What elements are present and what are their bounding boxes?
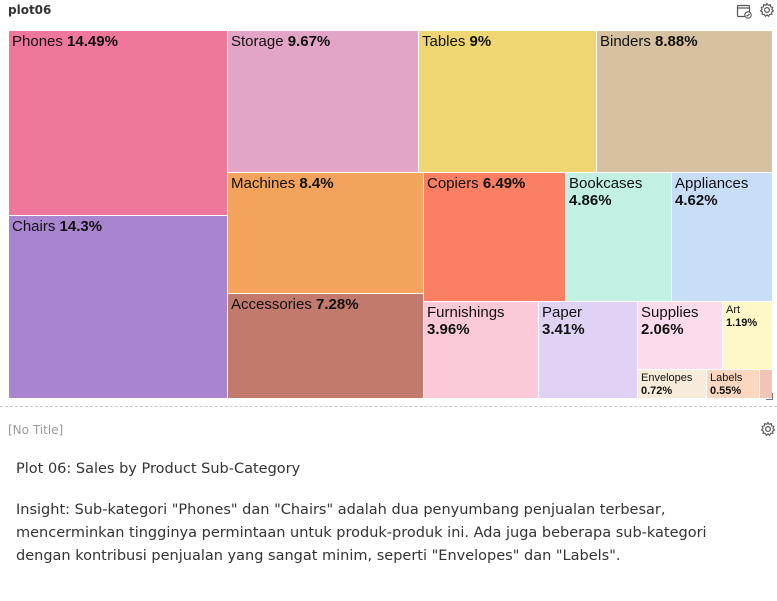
tile-value: 8.88% — [655, 33, 698, 50]
treemap-tile-art[interactable]: Art 1.19% — [723, 302, 773, 370]
treemap-tile-chairs[interactable]: Chairs 14.3% — [9, 216, 228, 399]
tile-value: 0.72% — [641, 385, 673, 397]
treemap-tile-tables[interactable]: Tables 9% — [419, 31, 597, 173]
tile-label: Tables — [422, 33, 466, 50]
text-panel: Plot 06: Sales by Product Sub-Category I… — [16, 458, 756, 586]
tile-label: Furnishings — [427, 304, 505, 321]
tile-value: 9.67% — [287, 33, 331, 50]
panel-title: plot06 — [8, 3, 52, 17]
tile-label: Paper — [542, 304, 583, 321]
tile-value: 3.41% — [542, 321, 585, 338]
tile-label: Appliances — [675, 175, 749, 192]
treemap-tile-envelopes[interactable]: Envelopes 0.72% — [638, 370, 707, 399]
tile-value: 14.49% — [67, 33, 118, 50]
text-panel-gear-icon[interactable] — [760, 421, 776, 437]
tile-value: 3.96% — [427, 321, 470, 338]
tile-value: 14.3% — [59, 218, 103, 235]
tile-value: 1.19% — [726, 317, 758, 329]
treemap-tile-bookcases[interactable]: Bookcases 4.86% — [566, 173, 672, 302]
tile-value: 6.49% — [482, 175, 526, 192]
tile-label: Storage — [231, 33, 284, 50]
dashboard-view-icon[interactable] — [736, 3, 752, 19]
tile-value: 8.4% — [299, 175, 334, 192]
text-panel-title: [No Title] — [8, 423, 64, 437]
treemap-tile-storage[interactable]: Storage 9.67% — [228, 31, 419, 173]
tile-label: Phones — [12, 33, 63, 50]
tile-value: 4.86% — [569, 192, 612, 209]
tile-label: Machines — [231, 175, 296, 192]
tile-label: Copiers — [427, 175, 479, 192]
tile-label: Supplies — [641, 304, 699, 321]
treemap-tile-fasteners[interactable] — [760, 370, 773, 399]
treemap-tile-paper[interactable]: Paper 3.41% — [539, 302, 638, 399]
tile-label: Labels — [710, 372, 743, 384]
tile-value: 9% — [469, 33, 492, 50]
treemap-tile-labels[interactable]: Labels 0.55% — [707, 370, 760, 399]
tile-value: 7.28% — [316, 296, 359, 313]
treemap-tile-phones[interactable]: Phones 14.49% — [9, 31, 228, 216]
insight-text: Insight: Sub-kategori "Phones" dan "Chai… — [16, 502, 707, 564]
tile-value: 0.55% — [710, 385, 742, 397]
treemap-tile-machines[interactable]: Machines 8.4% — [228, 173, 424, 294]
divider — [0, 406, 777, 407]
tile-label: Art — [726, 304, 741, 316]
tile-label: Bookcases — [569, 175, 643, 192]
treemap-tile-appliances[interactable]: Appliances 4.62% — [672, 173, 773, 302]
tile-label: Accessories — [231, 296, 312, 313]
treemap-tile-furnishings[interactable]: Furnishings 3.96% — [424, 302, 539, 399]
tile-label: Binders — [600, 33, 651, 50]
tile-label: Chairs — [12, 218, 56, 235]
treemap-chart: Phones 14.49% Chairs 14.3% Storage 9.67% Ta… — [9, 31, 773, 399]
chart-resize-handle[interactable] — [766, 393, 773, 400]
treemap-tile-supplies[interactable]: Supplies 2.06% — [638, 302, 723, 370]
tile-value: 2.06% — [641, 321, 684, 338]
tile-label: Envelopes — [641, 372, 693, 384]
treemap-tile-binders[interactable]: Binders 8.88% — [597, 31, 773, 173]
treemap-tile-accessories[interactable]: Accessories 7.28% — [228, 294, 424, 399]
plot-heading: Plot 06: Sales by Product Sub-Category — [16, 461, 301, 477]
gear-icon[interactable] — [759, 2, 775, 18]
treemap-tile-copiers[interactable]: Copiers 6.49% — [424, 173, 566, 302]
tile-value: 4.62% — [675, 192, 718, 209]
